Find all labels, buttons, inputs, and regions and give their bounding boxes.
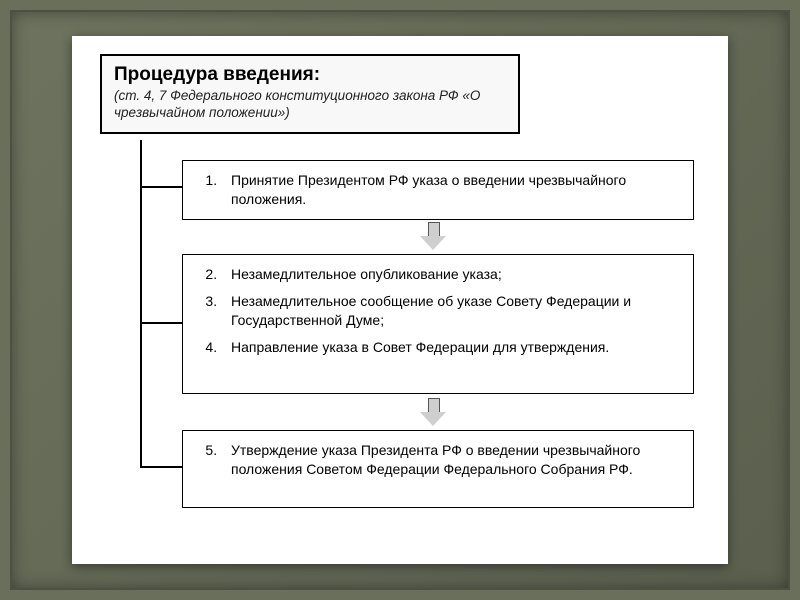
step-item: Принятие Президентом РФ указа о введении… (221, 171, 679, 209)
step-box-step1: Принятие Президентом РФ указа о введении… (182, 160, 694, 220)
paper-canvas: Процедура введения: (ст. 4, 7 Федерально… (72, 36, 728, 564)
arrow-down-icon (420, 398, 446, 426)
step-box-step234: Незамедлительное опубликование указа; Нез… (182, 254, 694, 394)
connector-branch (140, 322, 182, 324)
flowchart: Процедура введения: (ст. 4, 7 Федерально… (72, 36, 728, 564)
step-item: Незамедлительное опубликование указа; (221, 265, 679, 284)
step-item: Направление указа в Совет Федерации для … (221, 338, 679, 357)
step-box-step5: Утверждение указа Президента РФ о введен… (182, 430, 694, 508)
step-item: Утверждение указа Президента РФ о введен… (221, 441, 679, 479)
header-title: Процедура введения: (114, 64, 506, 86)
arrow-down-icon (420, 222, 446, 250)
header-box: Процедура введения: (ст. 4, 7 Федерально… (100, 54, 520, 134)
connector-branch (140, 466, 182, 468)
connector-trunk (140, 140, 142, 466)
step-item: Незамедлительное сообщение об указе Сове… (221, 292, 679, 330)
texture-frame: Процедура введения: (ст. 4, 7 Федерально… (0, 0, 800, 600)
header-subtitle: (ст. 4, 7 Федерального конституционного … (114, 88, 506, 122)
connector-branch (140, 186, 182, 188)
